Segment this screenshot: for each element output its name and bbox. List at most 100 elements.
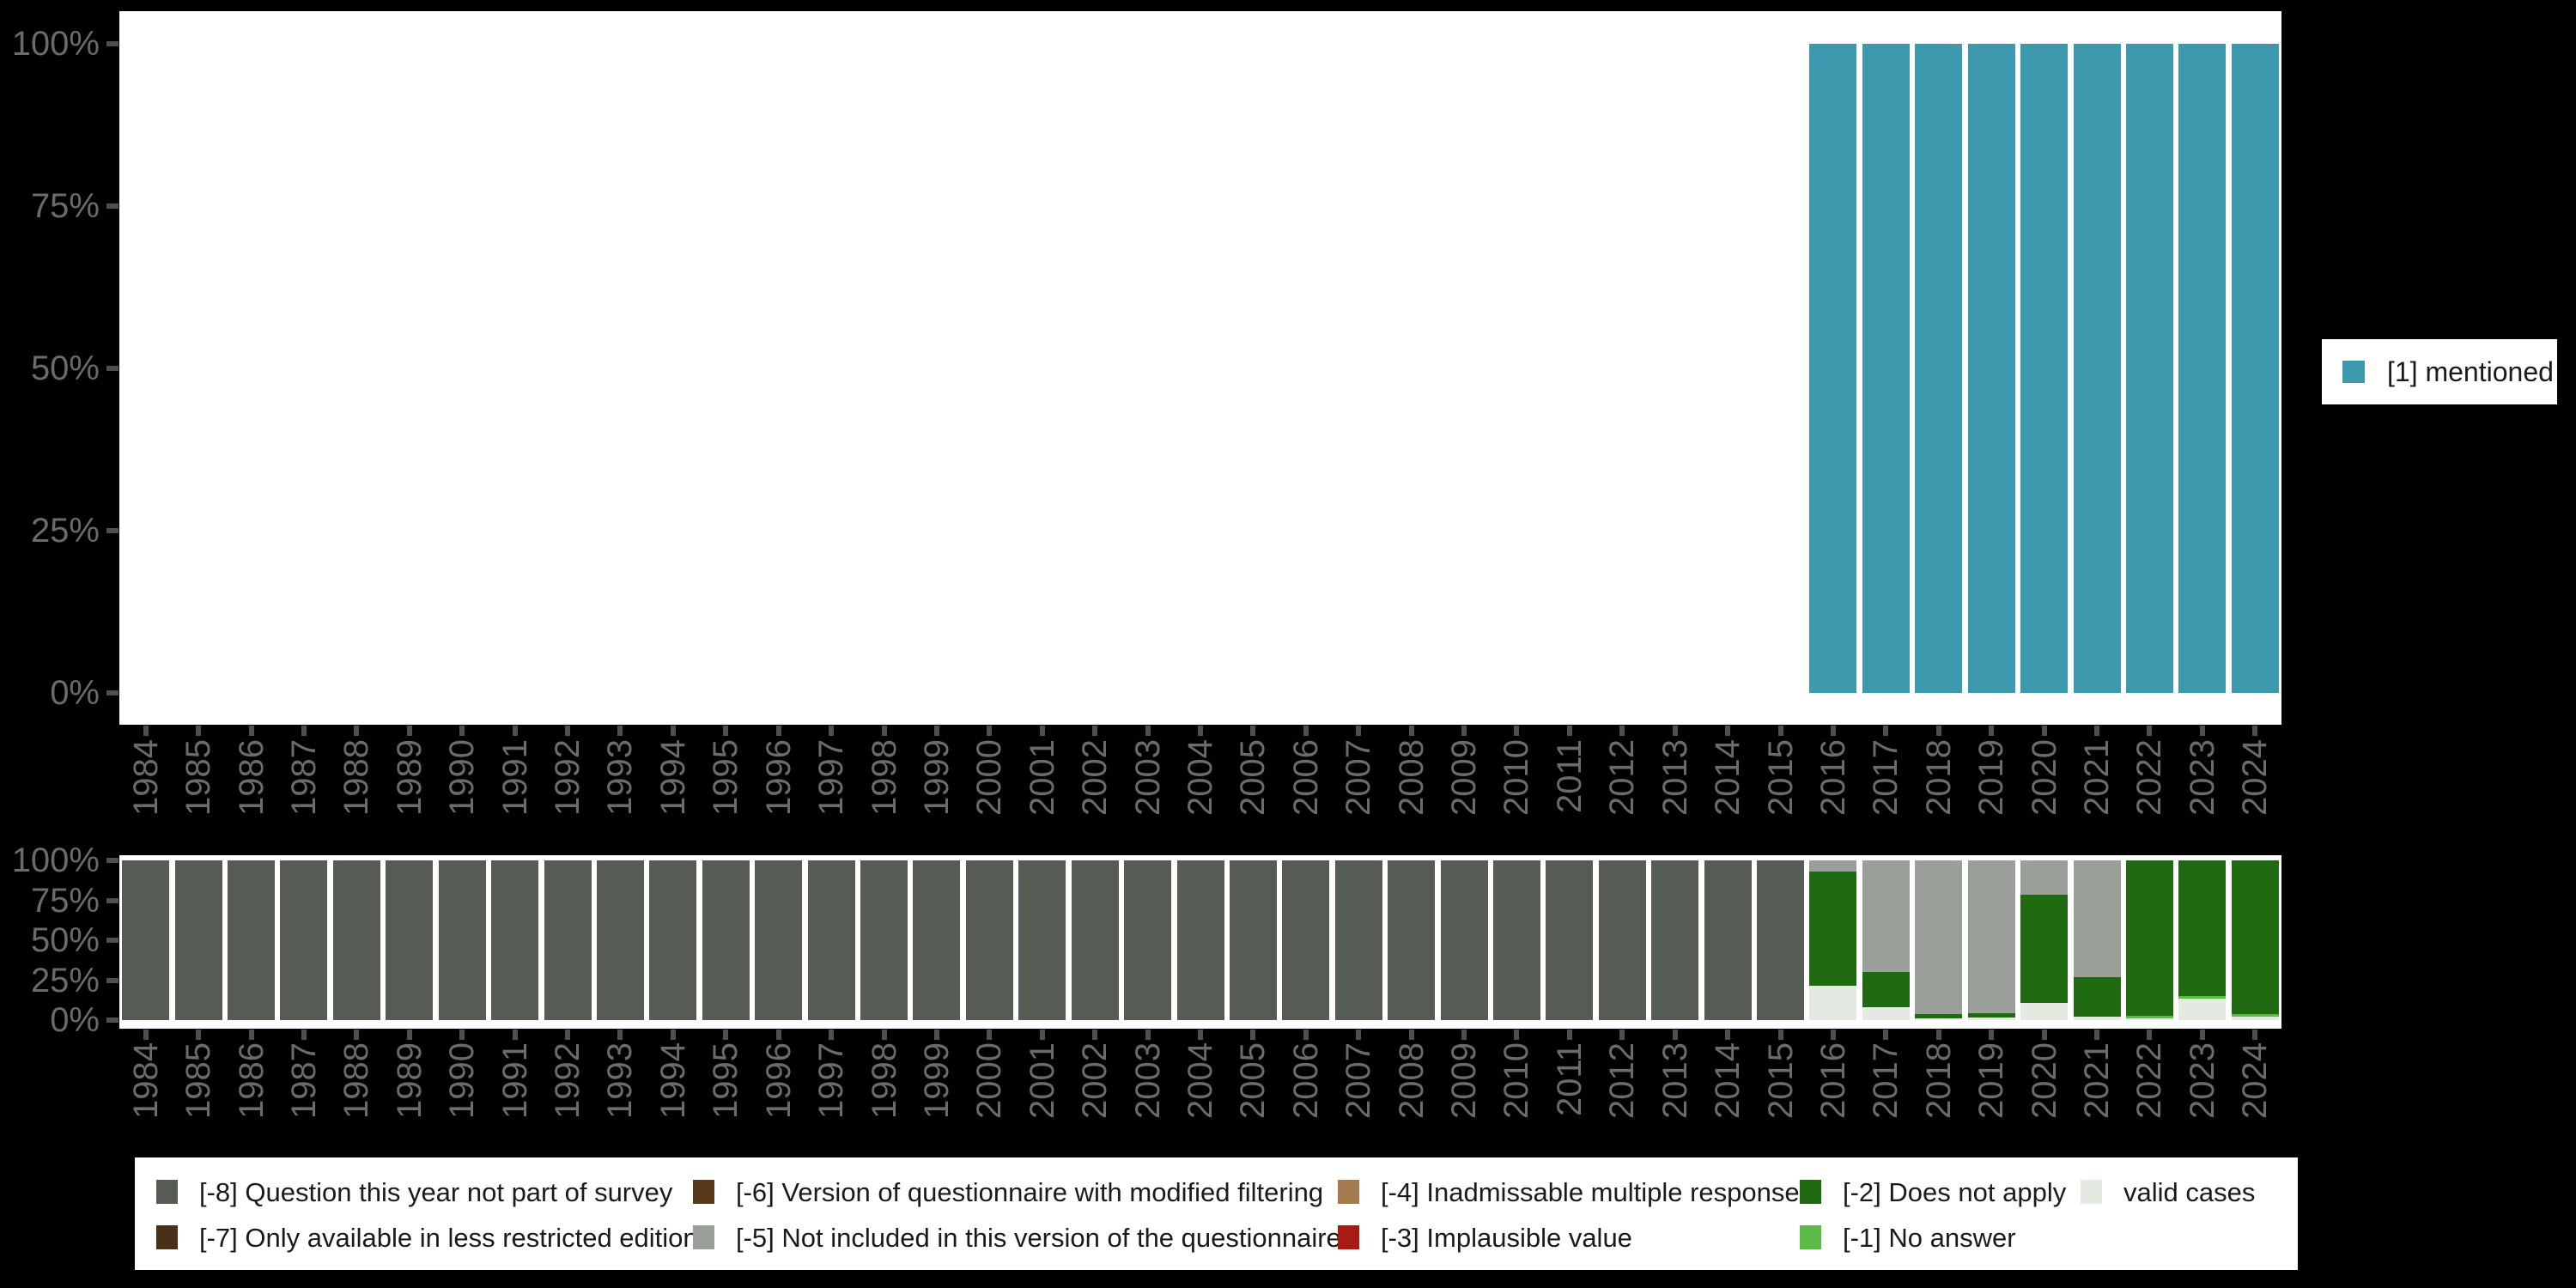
x-axis-tick: [1514, 726, 1520, 736]
bar-segment-minus8-2001: [1018, 860, 1066, 1020]
x-axis-tick: [1198, 1030, 1203, 1040]
x-axis-tick: [565, 726, 571, 736]
y-axis-tick-label: 25%: [30, 512, 100, 550]
x-axis-tick: [1777, 1030, 1783, 1040]
y-axis-tick: [106, 690, 118, 696]
x-axis-year-label: 2010: [1498, 739, 1536, 816]
x-axis-year-label: 1988: [337, 1042, 376, 1119]
x-axis-year-label: 2018: [1919, 1042, 1958, 1119]
bar-segment-minus8-2000: [965, 860, 1013, 1020]
x-axis-year-label: 2017: [1867, 1042, 1905, 1119]
x-axis-tick: [2252, 1030, 2258, 1040]
x-axis-year-label: 2008: [1392, 1042, 1431, 1119]
y-axis-tick-label: 75%: [30, 881, 100, 920]
x-axis-tick: [617, 726, 623, 736]
x-axis-year-label: 1996: [759, 1042, 798, 1119]
x-axis-year-label: 2016: [1814, 739, 1852, 816]
x-axis-tick: [1250, 726, 1256, 736]
x-axis-year-label: 1987: [284, 739, 323, 816]
y-axis-tick: [106, 897, 118, 903]
x-axis-tick: [1092, 1030, 1098, 1040]
x-axis-tick: [1883, 1030, 1889, 1040]
bar-segment-minus8-2013: [1651, 860, 1699, 1020]
bar-segment-minus8-2014: [1704, 860, 1752, 1020]
x-axis-tick: [1356, 726, 1362, 736]
bar-segment-minus8-1987: [280, 860, 328, 1020]
x-axis-year-label: 1984: [126, 1042, 165, 1119]
bar-segment-minus2-2020: [2020, 894, 2069, 1003]
x-axis-tick: [1250, 1030, 1256, 1040]
x-axis-year-label: 1999: [917, 739, 956, 816]
x-axis-year-label: 2020: [2025, 739, 2063, 816]
x-axis-year-label: 1990: [443, 739, 482, 816]
bar-segment-minus8-2006: [1282, 860, 1330, 1020]
bar-segment-minus5-2020: [2020, 860, 2069, 895]
y-axis-tick: [106, 858, 118, 863]
x-axis-tick: [354, 726, 360, 736]
bar-segment-valid-2023: [2178, 998, 2227, 1020]
x-axis-tick: [1935, 1030, 1941, 1040]
x-axis-tick: [1408, 726, 1414, 736]
bar-segment-minus8-2002: [1071, 860, 1119, 1020]
x-axis-tick: [512, 726, 518, 736]
bar-segment-minus5-2019: [1967, 860, 2015, 1013]
x-axis-year-label: 2009: [1445, 739, 1484, 816]
x-axis-tick: [1830, 1030, 1836, 1040]
x-axis-year-label: 1986: [232, 739, 270, 816]
x-axis-year-label: 1985: [179, 1042, 218, 1119]
x-axis-year-label: 1989: [390, 1042, 428, 1119]
x-axis-tick: [670, 726, 676, 736]
y-axis-tick: [106, 977, 118, 983]
x-axis-year-label: 2024: [2236, 739, 2275, 816]
x-axis-year-label: 2001: [1023, 739, 1061, 816]
legend-swatch-valid: [2081, 1180, 2102, 1204]
x-axis-year-label: 2010: [1498, 1042, 1536, 1119]
x-axis-year-label: 1993: [601, 1042, 640, 1119]
x-axis-tick: [301, 1030, 307, 1040]
bar-segment-minus8-1998: [860, 860, 908, 1020]
x-axis-tick: [459, 726, 465, 736]
bar-segment-minus1-2024: [2231, 1013, 2279, 1018]
legend-label-minus3: [-3] Implausible value: [1381, 1223, 1632, 1253]
x-axis-tick: [1461, 1030, 1467, 1040]
x-axis-tick: [248, 1030, 254, 1040]
y-axis-tick: [106, 938, 118, 943]
x-axis-tick: [248, 726, 254, 736]
legend-label-minus7: [-7] Only available in less restricted e…: [199, 1223, 698, 1253]
bar-segment-mentioned-2017: [1862, 44, 1910, 693]
bar-segment-minus2-2019: [1967, 1012, 2015, 1018]
x-axis-year-label: 2018: [1919, 739, 1958, 816]
x-axis-year-label: 1997: [812, 739, 851, 816]
legend-swatch-minus7: [156, 1225, 178, 1249]
x-axis-year-label: 2013: [1656, 1042, 1694, 1119]
legend-label-minus6: [-6] Version of questionnaire with modif…: [736, 1177, 1324, 1207]
legend-swatch-minus5: [693, 1225, 714, 1249]
y-axis-tick: [106, 41, 118, 46]
bar-segment-minus8-2005: [1229, 860, 1277, 1020]
bar-segment-minus1-2022: [2125, 1016, 2173, 1019]
x-axis-tick: [1408, 1030, 1414, 1040]
x-axis-tick: [933, 1030, 939, 1040]
bar-segment-minus2-2017: [1862, 972, 1910, 1008]
legend-label-minus4: [-4] Inadmissable multiple response: [1381, 1177, 1800, 1207]
bar-segment-minus8-2003: [1124, 860, 1172, 1020]
x-axis-tick: [2094, 1030, 2100, 1040]
x-axis-year-label: 1990: [443, 1042, 482, 1119]
legend-swatch-minus8: [156, 1180, 178, 1204]
bar-segment-minus8-2004: [1176, 860, 1224, 1020]
x-axis-tick: [354, 1030, 360, 1040]
y-axis-tick-label: 0%: [50, 1001, 100, 1039]
top-chart-legend: [1] mentioned: [2322, 339, 2557, 404]
x-axis-year-label: 2008: [1392, 739, 1431, 816]
y-axis-tick-label: 100%: [11, 25, 100, 63]
bar-segment-valid-2022: [2125, 1018, 2173, 1020]
x-axis-tick: [1303, 726, 1309, 736]
y-axis-tick: [106, 528, 118, 533]
bar-segment-mentioned-2023: [2178, 44, 2227, 693]
x-axis-tick: [196, 726, 202, 736]
x-axis-tick: [1566, 1030, 1572, 1040]
y-axis-tick: [106, 366, 118, 371]
mentioned-legend-label: [1] mentioned: [2387, 356, 2554, 387]
x-axis-tick: [1935, 726, 1941, 736]
bar-segment-minus8-2007: [1334, 860, 1382, 1020]
